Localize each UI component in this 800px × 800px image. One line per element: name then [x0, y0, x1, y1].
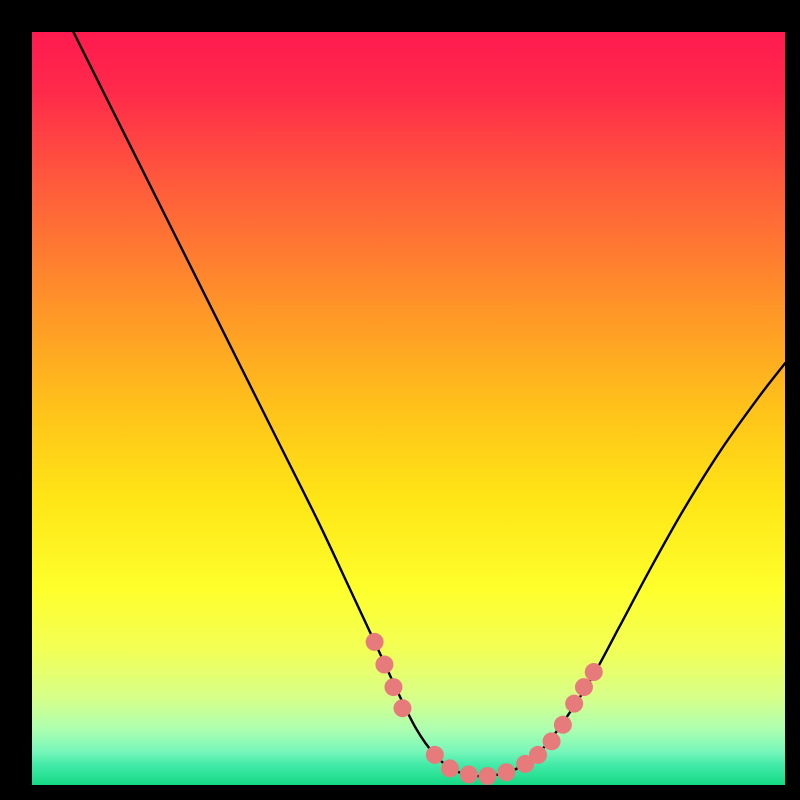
curve-marker [441, 759, 459, 777]
curve-marker [585, 663, 603, 681]
curve-marker [479, 767, 497, 785]
curve-marker [366, 633, 384, 651]
bottleneck-chart [0, 0, 800, 800]
curve-marker [497, 763, 515, 781]
curve-marker [375, 656, 393, 674]
stage: TheBottleneck.com [0, 0, 800, 800]
curve-marker [575, 678, 593, 696]
plot-background [32, 32, 785, 785]
curve-marker [426, 746, 444, 764]
curve-marker [460, 765, 478, 783]
curve-marker [543, 732, 561, 750]
curve-marker [565, 695, 583, 713]
curve-marker [529, 746, 547, 764]
curve-marker [554, 716, 572, 734]
curve-marker [384, 678, 402, 696]
curve-marker [393, 699, 411, 717]
